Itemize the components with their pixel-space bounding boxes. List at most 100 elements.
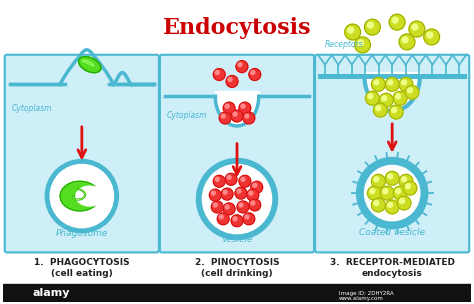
FancyBboxPatch shape xyxy=(315,55,469,252)
Polygon shape xyxy=(76,186,104,206)
Circle shape xyxy=(213,175,225,187)
Text: Vesicle: Vesicle xyxy=(221,235,253,244)
Circle shape xyxy=(219,112,231,124)
Circle shape xyxy=(213,203,217,207)
Circle shape xyxy=(380,186,394,200)
Circle shape xyxy=(221,114,225,118)
Circle shape xyxy=(215,177,219,181)
Polygon shape xyxy=(60,181,100,211)
Text: 1.  PHAGOCYTOSIS
(cell eating): 1. PHAGOCYTOSIS (cell eating) xyxy=(34,258,130,278)
Circle shape xyxy=(348,27,354,33)
Text: Endocytosis: Endocytosis xyxy=(163,17,311,39)
Circle shape xyxy=(399,174,413,188)
Polygon shape xyxy=(215,96,259,126)
Circle shape xyxy=(226,75,238,87)
Circle shape xyxy=(233,112,237,116)
Circle shape xyxy=(367,22,374,28)
Circle shape xyxy=(396,94,401,99)
Circle shape xyxy=(238,63,242,67)
Text: Cytoplasm: Cytoplasm xyxy=(167,111,207,120)
Text: Receptors: Receptors xyxy=(325,40,364,49)
Circle shape xyxy=(412,24,418,30)
Text: 3.  RECEPTOR-MEDIATED
endocytosis: 3. RECEPTOR-MEDIATED endocytosis xyxy=(329,258,455,278)
Text: Image ID: 2DHY2RA
www.alamy.com: Image ID: 2DHY2RA www.alamy.com xyxy=(339,291,393,301)
Circle shape xyxy=(223,102,235,114)
Circle shape xyxy=(233,217,237,221)
Circle shape xyxy=(365,91,379,105)
Circle shape xyxy=(202,164,272,234)
Circle shape xyxy=(211,191,215,195)
Circle shape xyxy=(374,80,379,85)
Circle shape xyxy=(379,93,393,107)
Circle shape xyxy=(225,173,237,185)
Circle shape xyxy=(399,78,413,91)
Circle shape xyxy=(241,104,245,108)
Circle shape xyxy=(392,108,397,112)
Polygon shape xyxy=(79,57,101,73)
Circle shape xyxy=(253,183,257,187)
Text: Cytoplasm: Cytoplasm xyxy=(12,104,52,113)
Polygon shape xyxy=(215,91,259,96)
Circle shape xyxy=(227,175,231,179)
Circle shape xyxy=(223,203,235,215)
Bar xyxy=(3,284,471,302)
Circle shape xyxy=(356,157,428,229)
Circle shape xyxy=(225,104,229,108)
Circle shape xyxy=(427,32,433,38)
Circle shape xyxy=(251,201,255,205)
Circle shape xyxy=(389,105,403,119)
Circle shape xyxy=(239,175,251,187)
Circle shape xyxy=(372,174,385,188)
Circle shape xyxy=(245,114,249,118)
Circle shape xyxy=(247,189,259,201)
Circle shape xyxy=(355,37,370,53)
Circle shape xyxy=(374,103,387,117)
Circle shape xyxy=(424,29,439,45)
Circle shape xyxy=(385,78,399,91)
Circle shape xyxy=(221,188,233,200)
Circle shape xyxy=(197,158,277,240)
Circle shape xyxy=(372,78,385,91)
Circle shape xyxy=(249,69,261,81)
FancyBboxPatch shape xyxy=(5,55,159,252)
Circle shape xyxy=(249,191,253,195)
Circle shape xyxy=(223,190,227,194)
Circle shape xyxy=(396,189,401,194)
Circle shape xyxy=(239,102,251,114)
Circle shape xyxy=(392,17,398,23)
Circle shape xyxy=(357,40,364,46)
Circle shape xyxy=(393,91,407,105)
Circle shape xyxy=(215,71,219,74)
Circle shape xyxy=(228,78,232,81)
Circle shape xyxy=(210,189,221,201)
Circle shape xyxy=(243,213,255,225)
Circle shape xyxy=(370,189,375,194)
Text: 2.  PINOCYTOSIS
(cell drinking): 2. PINOCYTOSIS (cell drinking) xyxy=(195,258,279,278)
Circle shape xyxy=(365,19,380,35)
Circle shape xyxy=(401,177,407,182)
Circle shape xyxy=(402,37,408,43)
Circle shape xyxy=(241,177,245,181)
Circle shape xyxy=(245,215,249,219)
Text: Coated vesicle: Coated vesicle xyxy=(359,228,425,237)
Circle shape xyxy=(213,69,225,81)
Text: Phagosome: Phagosome xyxy=(55,229,108,238)
Circle shape xyxy=(383,189,388,194)
Circle shape xyxy=(385,200,399,214)
Circle shape xyxy=(46,160,118,233)
Circle shape xyxy=(50,164,113,228)
Circle shape xyxy=(389,14,405,30)
Text: alamy: alamy xyxy=(32,288,70,298)
Circle shape xyxy=(388,174,392,179)
Circle shape xyxy=(231,110,243,122)
Circle shape xyxy=(231,215,243,227)
Circle shape xyxy=(365,165,420,221)
Circle shape xyxy=(403,181,417,195)
Circle shape xyxy=(409,21,425,37)
Polygon shape xyxy=(365,71,420,77)
FancyBboxPatch shape xyxy=(160,55,314,252)
Circle shape xyxy=(405,184,410,189)
Circle shape xyxy=(243,112,255,124)
Circle shape xyxy=(217,213,229,225)
Circle shape xyxy=(367,186,381,200)
